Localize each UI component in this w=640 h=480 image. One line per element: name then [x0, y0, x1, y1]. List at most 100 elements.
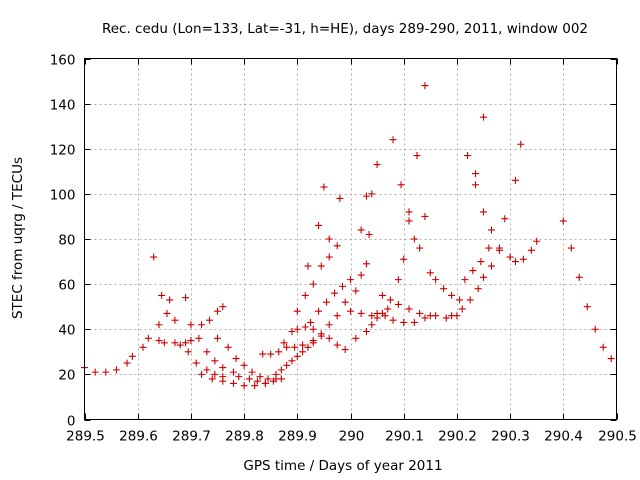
y-tick-label: 60: [58, 278, 75, 294]
data-point: [166, 296, 174, 304]
data-point: [301, 291, 309, 299]
data-point: [405, 208, 413, 216]
data-point: [144, 334, 152, 342]
data-point: [461, 276, 469, 284]
data-point: [511, 258, 519, 266]
data-point: [187, 321, 195, 329]
data-point: [272, 370, 280, 378]
data-point: [203, 366, 211, 374]
data-point: [519, 255, 527, 263]
data-point: [368, 321, 376, 329]
data-point: [224, 343, 232, 351]
data-point: [253, 377, 261, 385]
x-tick-label: 289.6: [119, 429, 158, 445]
data-point: [575, 273, 583, 281]
data-point: [333, 312, 341, 320]
data-point: [442, 314, 450, 322]
y-tick-label: 100: [50, 188, 76, 204]
data-point: [123, 359, 131, 367]
data-point: [365, 230, 373, 238]
data-point: [171, 316, 179, 324]
data-point: [91, 368, 99, 376]
data-point: [357, 271, 365, 279]
data-point: [211, 370, 219, 378]
data-point: [480, 208, 487, 216]
data-point: [203, 348, 211, 356]
data-point: [527, 246, 535, 254]
data-point: [261, 379, 269, 387]
data-point: [214, 307, 221, 315]
data-point: [211, 357, 219, 365]
data-point: [485, 244, 493, 252]
data-point: [368, 190, 376, 198]
data-point: [474, 285, 482, 293]
data-point: [275, 348, 283, 356]
data-point: [160, 339, 168, 347]
y-tick-label: 20: [58, 368, 75, 384]
data-point: [229, 379, 237, 387]
data-point: [341, 298, 349, 306]
data-point: [506, 253, 514, 261]
data-point: [333, 341, 341, 349]
data-point: [293, 352, 301, 360]
data-point: [277, 375, 285, 383]
data-point: [352, 287, 360, 295]
data-point: [466, 296, 474, 304]
data-point: [304, 262, 312, 270]
data-point: [378, 291, 386, 299]
data-point: [150, 253, 158, 261]
data-point: [299, 348, 307, 356]
data-point: [416, 309, 424, 317]
grid-lines: [84, 58, 617, 420]
data-point: [309, 325, 317, 333]
data-point: [464, 152, 472, 160]
y-axis-label: STEC from uqrg / TECUs: [10, 157, 26, 319]
data-point: [325, 334, 333, 342]
data-point: [599, 343, 607, 351]
data-point: [264, 375, 272, 383]
data-point: [325, 235, 333, 243]
data-point: [341, 346, 349, 354]
data-point: [102, 368, 110, 376]
data-point: [182, 339, 190, 347]
data-point: [533, 237, 541, 245]
data-point: [309, 280, 317, 288]
data-point: [198, 321, 206, 329]
data-point: [477, 258, 485, 266]
data-point: [320, 183, 328, 191]
data-point: [607, 355, 615, 363]
data-point: [293, 325, 301, 333]
data-point: [155, 337, 163, 345]
data-points: [81, 82, 615, 390]
data-point: [373, 309, 381, 317]
data-point: [304, 343, 312, 351]
data-point: [267, 350, 275, 358]
data-point: [480, 273, 487, 281]
data-point: [291, 343, 299, 351]
data-point: [394, 276, 402, 284]
data-point: [336, 194, 344, 202]
y-tick-label: 0: [67, 414, 76, 430]
data-point: [307, 318, 315, 326]
data-point: [413, 152, 421, 160]
data-point: [405, 217, 413, 225]
data-point: [315, 307, 323, 315]
data-point: [192, 359, 200, 367]
data-point: [293, 307, 301, 315]
data-point: [288, 328, 296, 336]
data-point: [352, 334, 360, 342]
data-point: [458, 305, 466, 313]
data-point: [240, 361, 248, 369]
x-tick-label: 290: [339, 429, 365, 445]
data-point: [432, 276, 440, 284]
data-point: [559, 217, 567, 225]
data-point: [158, 291, 166, 299]
data-point: [325, 321, 333, 329]
data-point: [421, 212, 429, 220]
data-point: [511, 176, 519, 184]
data-point: [362, 260, 370, 268]
data-point: [288, 357, 296, 365]
data-point: [472, 181, 480, 189]
y-tick-label: 40: [58, 323, 75, 339]
